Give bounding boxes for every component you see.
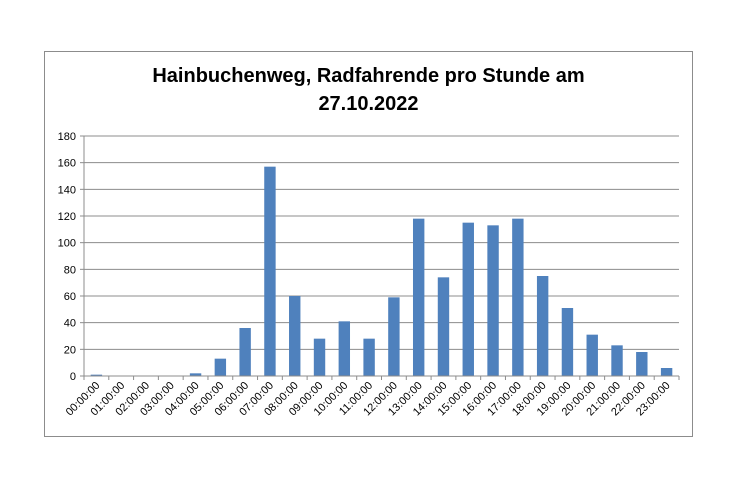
bar — [611, 345, 623, 376]
bar — [412, 218, 425, 376]
bar — [586, 334, 598, 376]
chart-title: Hainbuchenweg, Radfahrende pro Stunde am… — [44, 62, 693, 118]
bar — [289, 296, 301, 376]
y-tick-label: 100 — [58, 238, 76, 250]
bar — [660, 368, 673, 376]
bar — [388, 297, 400, 376]
y-tick-label: 80 — [64, 264, 76, 276]
y-tick-label: 20 — [64, 344, 76, 356]
y-tick-label: 40 — [64, 318, 76, 330]
bar — [363, 338, 375, 376]
y-tick-label: 60 — [64, 291, 76, 303]
bars — [90, 166, 673, 376]
chart-title-line-1: Hainbuchenweg, Radfahrende pro Stunde am — [152, 65, 585, 87]
bar — [90, 374, 103, 376]
chart-title-line-2: 27.10.2022 — [318, 93, 419, 115]
bar — [636, 352, 648, 376]
bar — [536, 276, 549, 376]
bar — [561, 308, 574, 376]
y-tick-label: 160 — [58, 158, 76, 170]
y-tick-label: 140 — [58, 184, 76, 196]
bar — [338, 321, 351, 376]
bar — [214, 358, 227, 376]
bar — [437, 277, 450, 376]
gridlines — [84, 135, 679, 350]
y-tick-label: 120 — [58, 211, 76, 223]
y-tick-label: 0 — [70, 371, 76, 383]
bar — [462, 222, 474, 376]
axes — [80, 135, 680, 380]
y-tick-label: 180 — [58, 131, 76, 143]
bar — [189, 373, 202, 376]
bar — [239, 328, 251, 376]
bar — [512, 218, 524, 376]
bar — [487, 225, 499, 376]
bar — [313, 338, 326, 376]
bar — [264, 166, 276, 376]
